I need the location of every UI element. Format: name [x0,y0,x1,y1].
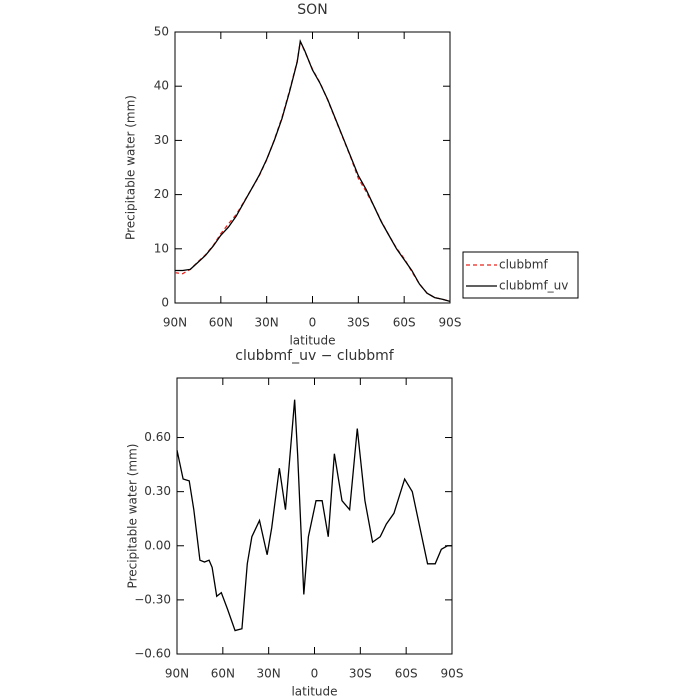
y-axis-label: Precipitable water (mm) [124,95,138,240]
legend-frame [462,251,579,299]
x-tick-label: 90N [163,316,187,330]
x-tick-label: 90S [441,667,464,681]
x-tick-label: 60N [211,667,235,681]
x-tick-label: 90S [439,316,462,330]
data-line [174,39,451,302]
y-tick-label: 20 [154,187,169,201]
x-tick-label: 0 [311,667,319,681]
y-tick-label: 0.60 [144,430,171,444]
legend-label: clubbmf [499,258,548,272]
chart-title: clubbmf_uv − clubbmf [235,348,394,364]
legend-label: clubbmf_uv [499,279,568,293]
data-line [175,38,451,302]
chart-title: SON [297,2,327,18]
x-tick-label: 60S [395,667,418,681]
y-tick-label: 40 [154,79,169,93]
y-tick-label: 0 [161,296,169,310]
y-tick-label: 0.00 [144,538,171,552]
x-tick-label: 0 [309,316,317,330]
y-axis-label: Precipitable water (mm) [126,444,140,589]
x-tick-label: 90N [165,667,189,681]
x-tick-label: 60S [393,316,416,330]
x-axis-label: latitude [289,334,335,348]
data-line [176,399,452,632]
y-tick-label: −0.60 [134,647,171,661]
plot-frame [174,31,451,304]
x-tick-label: 60N [209,316,233,330]
x-tick-label: 30S [349,667,372,681]
plot-frame [176,377,453,655]
y-tick-label: 50 [154,25,169,39]
x-tick-label: 30N [255,316,279,330]
y-tick-label: 10 [154,241,169,255]
y-tick-label: 0.30 [144,484,171,498]
y-tick-label: −0.30 [134,592,171,606]
x-axis-label: latitude [291,685,337,699]
x-tick-label: 30N [257,667,281,681]
x-tick-label: 30S [347,316,370,330]
y-tick-label: 30 [154,133,169,147]
